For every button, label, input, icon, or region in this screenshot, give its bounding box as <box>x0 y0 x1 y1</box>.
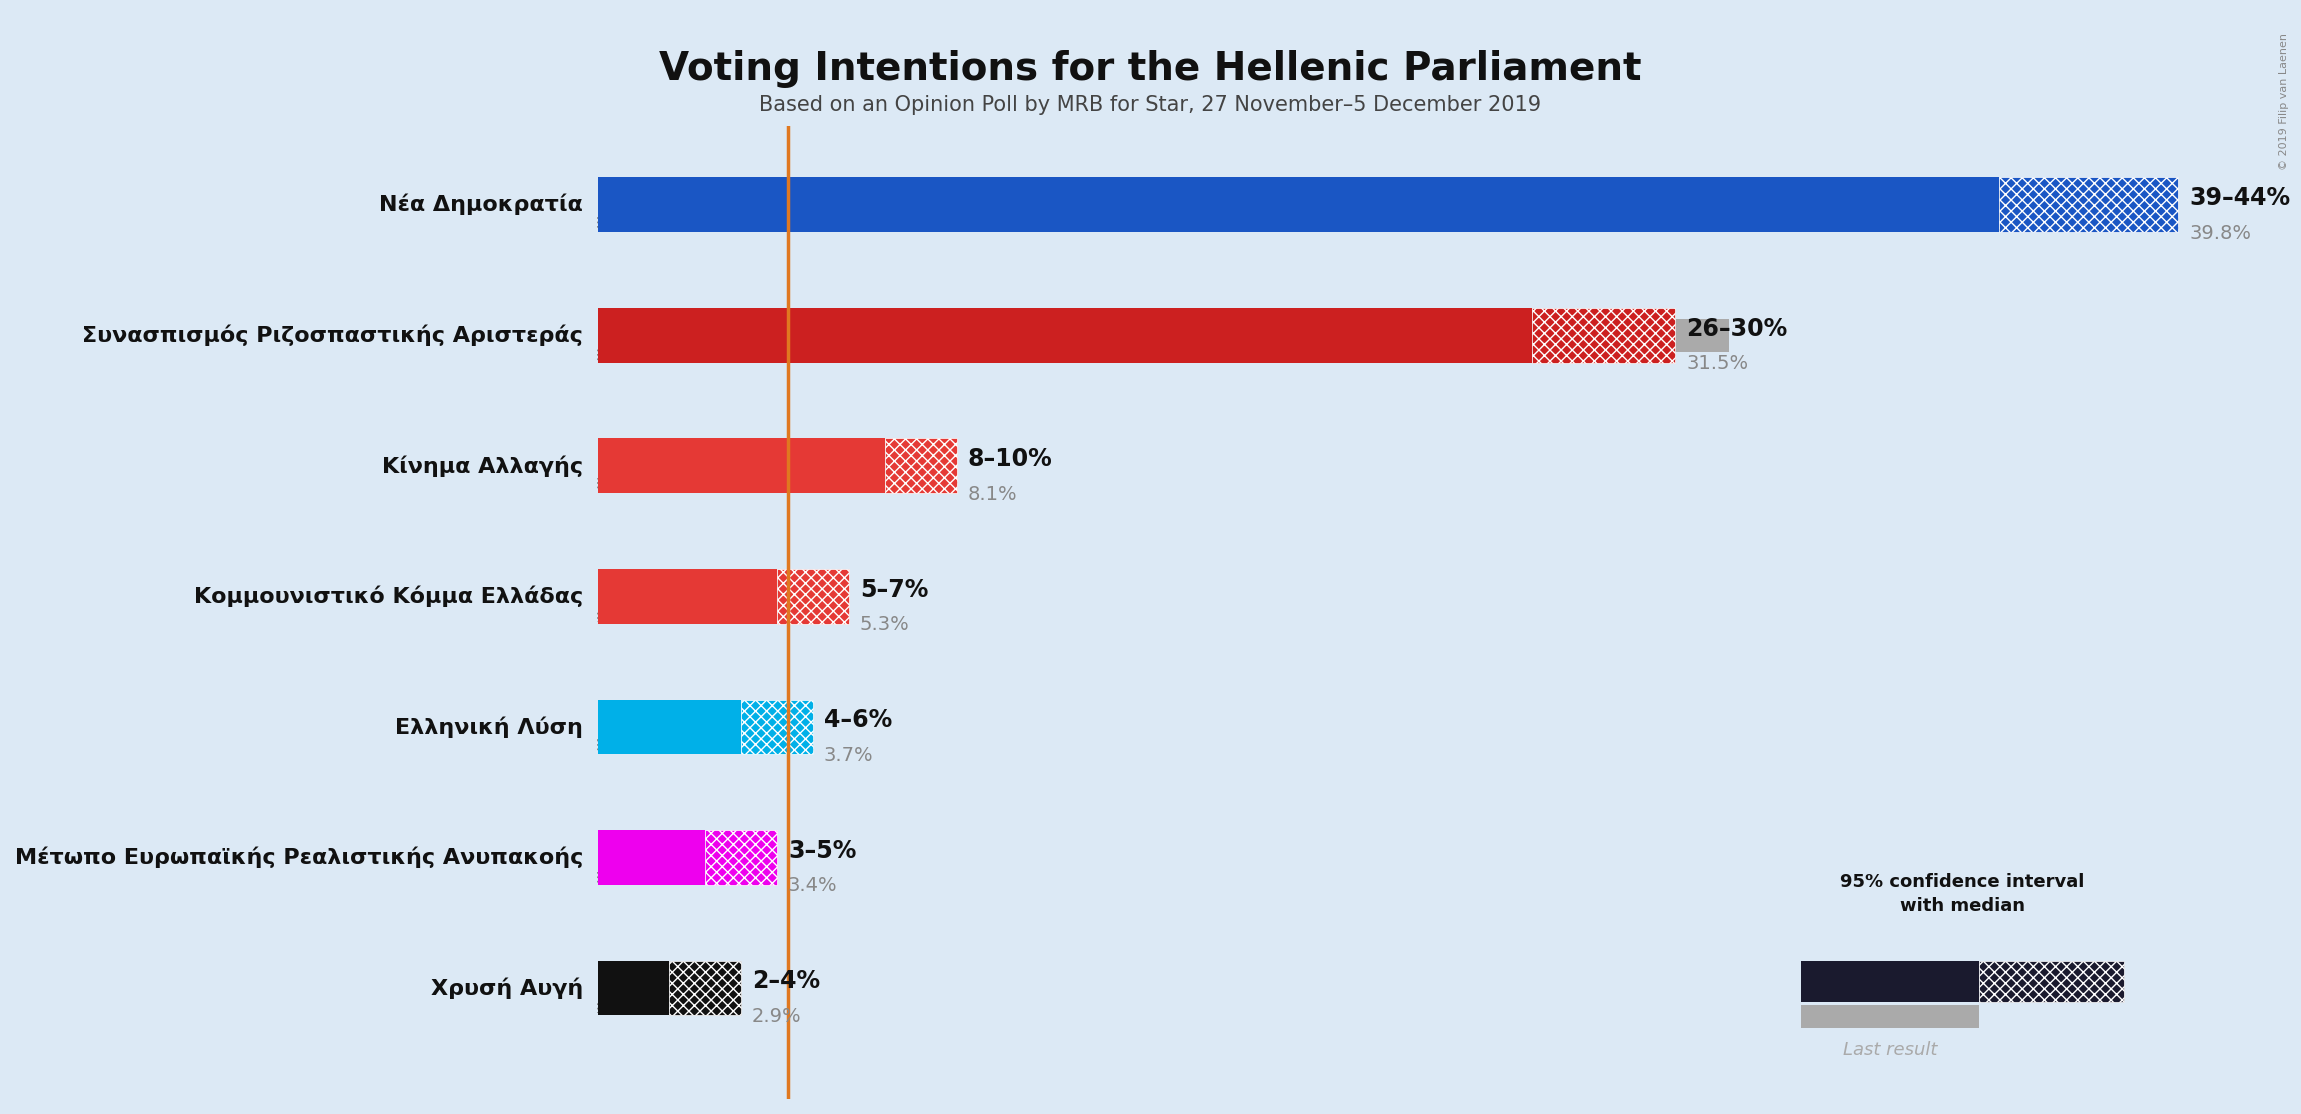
Text: Χρυσή Αυγή: Χρυσή Αυγή <box>430 977 582 999</box>
Text: Συνασπισμός Ριζοσπαστικής Αριστεράς: Συνασπισμός Ριζοσπαστικής Αριστεράς <box>83 324 582 346</box>
Text: Κομμουνιστικό Κόμμα Ελλάδας: Κομμουνιστικό Κόμμα Ελλάδας <box>193 586 582 607</box>
Bar <box>1802 1005 1979 1028</box>
Text: Nέα Δημοκρατία: Nέα Δημοκρατία <box>380 194 582 215</box>
Bar <box>598 450 888 482</box>
Text: 2.9%: 2.9% <box>752 1007 801 1026</box>
Bar <box>598 700 741 754</box>
Bar <box>598 971 702 1005</box>
Bar <box>598 609 849 622</box>
Text: Ελληνική Λύση: Ελληνική Λύση <box>396 716 582 737</box>
Bar <box>886 439 957 494</box>
Bar <box>598 830 706 885</box>
Text: Voting Intentions for the Hellenic Parliament: Voting Intentions for the Hellenic Parli… <box>660 50 1641 88</box>
Bar <box>598 307 1532 363</box>
Bar <box>2000 177 2179 232</box>
Text: Last result: Last result <box>1843 1042 1937 1059</box>
Text: 39.8%: 39.8% <box>2188 224 2250 243</box>
Text: 3.7%: 3.7% <box>824 746 874 765</box>
Bar <box>1802 960 1979 1003</box>
Bar <box>598 319 1728 352</box>
Bar <box>1532 307 1675 363</box>
Bar <box>1979 960 2124 1003</box>
Text: 39–44%: 39–44% <box>2188 186 2289 211</box>
Text: Μέτωπο Ευρωπαϊκής Ρεαλιστικής Ανυπακοής: Μέτωπο Ευρωπαϊκής Ρεαλιστικής Ανυπακοής <box>14 847 582 868</box>
Text: 5.3%: 5.3% <box>861 615 909 634</box>
Bar <box>598 177 2000 232</box>
Bar <box>706 830 778 885</box>
Text: 26–30%: 26–30% <box>1687 316 1788 341</box>
Text: 2–4%: 2–4% <box>752 969 819 994</box>
Text: © 2019 Filip van Laenen: © 2019 Filip van Laenen <box>2280 33 2289 170</box>
Bar <box>598 439 886 494</box>
Text: 3.4%: 3.4% <box>787 877 838 896</box>
Text: 8.1%: 8.1% <box>969 485 1017 504</box>
Bar <box>598 349 1675 361</box>
Bar <box>598 479 957 491</box>
Bar <box>741 700 812 754</box>
Bar <box>598 580 787 613</box>
Bar <box>670 960 741 1016</box>
Bar <box>778 569 849 624</box>
Bar <box>598 871 778 882</box>
Bar <box>598 218 2179 229</box>
Bar <box>598 740 812 752</box>
Text: 95% confidence interval
with median: 95% confidence interval with median <box>1841 873 2085 915</box>
Bar <box>598 569 778 624</box>
Text: 3–5%: 3–5% <box>787 839 856 863</box>
Text: 4–6%: 4–6% <box>824 709 893 732</box>
Bar <box>598 188 2027 221</box>
Text: Based on an Opinion Poll by MRB for Star, 27 November–5 December 2019: Based on an Opinion Poll by MRB for Star… <box>759 95 1542 115</box>
Text: 8–10%: 8–10% <box>969 447 1052 471</box>
Bar <box>598 711 729 743</box>
Text: 5–7%: 5–7% <box>861 578 927 602</box>
Text: 31.5%: 31.5% <box>1687 354 1749 373</box>
Bar <box>598 841 720 873</box>
Text: Κίνημα Αλλαγής: Κίνημα Αλλαγής <box>382 456 582 477</box>
Bar <box>598 1001 741 1014</box>
Bar <box>598 960 670 1016</box>
